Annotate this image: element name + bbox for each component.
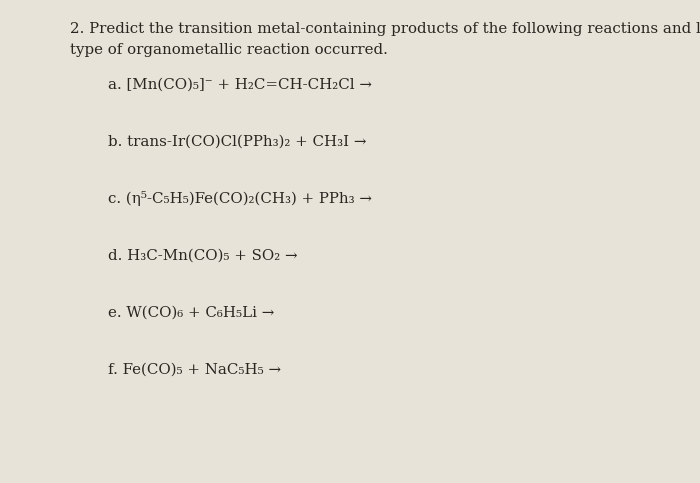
Text: a. [Mn(CO)₅]⁻ + H₂C=CH-CH₂Cl →: a. [Mn(CO)₅]⁻ + H₂C=CH-CH₂Cl → [108, 77, 372, 91]
Text: c. (η⁵-C₅H₅)Fe(CO)₂(CH₃) + PPh₃ →: c. (η⁵-C₅H₅)Fe(CO)₂(CH₃) + PPh₃ → [108, 191, 372, 206]
Text: type of organometallic reaction occurred.: type of organometallic reaction occurred… [70, 43, 388, 57]
Text: 2. Predict the transition metal-containing products of the following reactions a: 2. Predict the transition metal-containi… [70, 22, 700, 36]
Text: e. W(CO)₆ + C₆H₅Li →: e. W(CO)₆ + C₆H₅Li → [108, 305, 275, 319]
Text: f. Fe(CO)₅ + NaC₅H₅ →: f. Fe(CO)₅ + NaC₅H₅ → [108, 362, 281, 376]
Text: b. trans-Ir(CO)Cl(PPh₃)₂ + CH₃I →: b. trans-Ir(CO)Cl(PPh₃)₂ + CH₃I → [108, 134, 367, 148]
Text: d. H₃C-Mn(CO)₅ + SO₂ →: d. H₃C-Mn(CO)₅ + SO₂ → [108, 248, 298, 262]
